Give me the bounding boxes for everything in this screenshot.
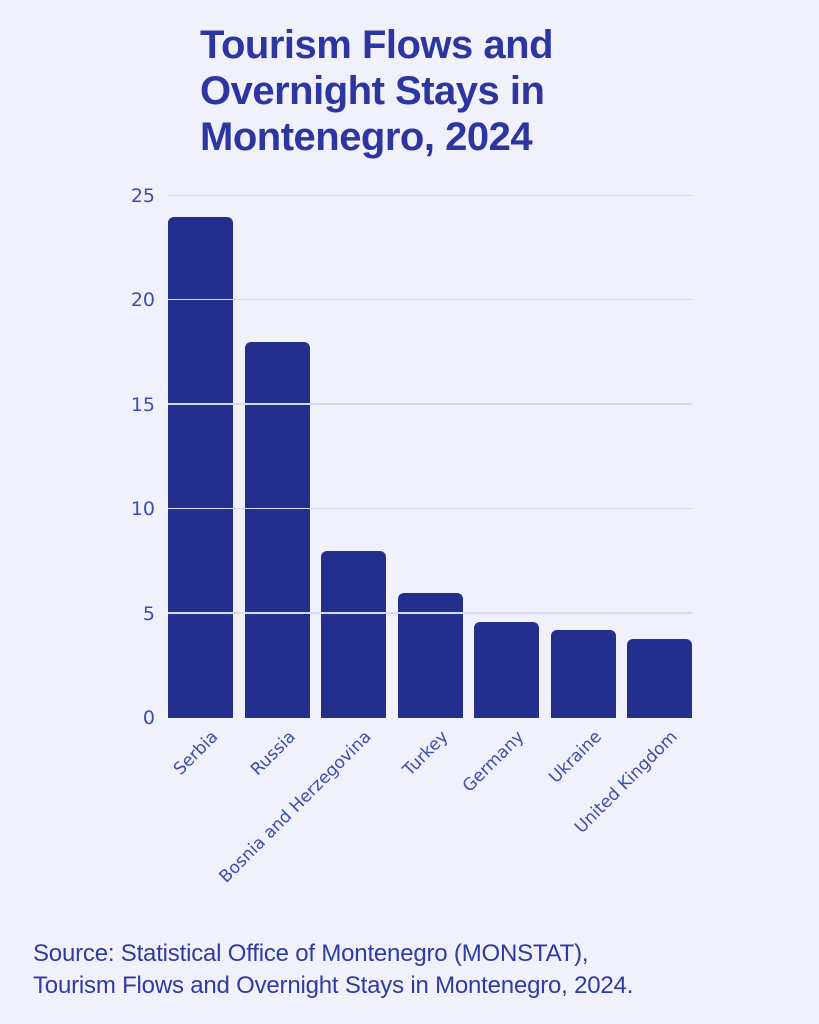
y-tick-label-0: 0 [142,707,155,729]
chart-title: Tourism Flows and Overnight Stays in Mon… [200,22,554,160]
y-tick-label-5: 5 [142,602,155,625]
x-label-bosnia-and-herzegovina: Bosnia and Herzegovina [215,727,376,888]
source-line-1: Source: Statistical Office of Montenegro… [33,940,589,967]
chart-title-line-1: Tourism Flows and [200,23,554,67]
x-label-serbia: Serbia [170,727,223,780]
y-tick-label-15: 15 [130,393,155,416]
gridline-10 [168,507,692,510]
y-tick-label-20: 20 [130,289,155,312]
bar-germany [474,621,539,718]
chart-title-line-2: Overnight Stays in [200,69,545,113]
chart-title-line-3: Montenegro, 2024 [200,115,533,159]
source-line-2: Tourism Flows and Overnight Stays in Mon… [33,972,634,999]
y-tick-label-10: 10 [130,498,155,521]
bar-united-kingdom [627,638,692,718]
x-label-germany: Germany [459,727,529,797]
gridline-15 [168,403,692,405]
bar-ukraine [550,630,616,718]
bar-turkey [397,592,463,718]
bar-bosnia-and-herzegovina [321,550,386,718]
gridline-5 [168,612,692,614]
source-note: Source: Statistical Office of Montenegro… [33,938,633,1002]
gridline-25 [168,194,692,196]
gridline-20 [168,298,692,301]
bar-group [168,196,692,718]
plot-area [168,194,692,718]
x-label-russia: Russia [246,727,300,780]
bar-russia [244,342,310,718]
x-label-turkey: Turkey [399,727,453,781]
y-tick-label-25: 25 [130,185,155,207]
x-label-ukraine: Ukraine [545,727,606,788]
bar-serbia [168,216,233,718]
